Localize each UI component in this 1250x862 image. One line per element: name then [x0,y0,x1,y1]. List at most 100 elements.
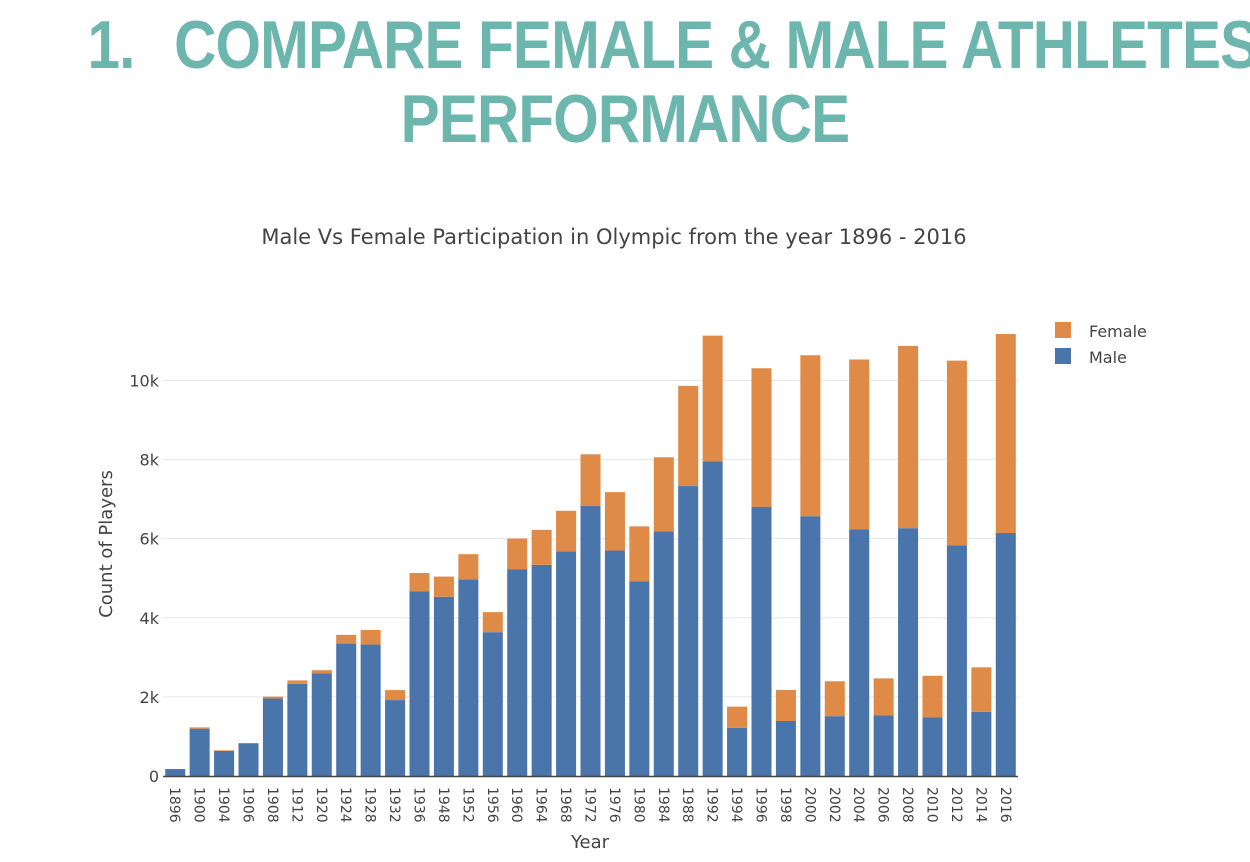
bar-female-1928 [360,629,381,645]
bar-female-1968 [556,510,577,552]
y-tick-label: 2k [140,688,160,707]
bar-female-2008 [898,345,919,529]
bar-female-1924 [336,634,357,644]
bar-male-1912 [287,683,308,776]
x-tick-label-1908: 1908 [264,787,280,823]
x-tick-label-1960: 1960 [508,787,524,823]
bar-female-1952 [458,554,479,580]
bar-female-2010 [922,675,943,718]
bar-male-1928 [360,644,381,776]
legend-label-female: Female [1089,322,1147,341]
x-tick-label-2000: 2000 [801,787,817,823]
x-tick-label-1972: 1972 [582,787,598,823]
bar-male-2012 [946,545,967,776]
bar-female-1984 [653,457,674,532]
chart-legend: Female Male [1055,322,1147,367]
x-tick-label-1984: 1984 [655,787,671,823]
bar-male-1976 [604,550,625,776]
x-tick-label-1992: 1992 [704,787,720,823]
x-tick-label-1948: 1948 [435,787,451,823]
x-tick-label-1988: 1988 [679,787,695,823]
bar-male-2016 [995,533,1016,776]
x-tick-label-2012: 2012 [948,787,964,823]
x-tick-label-1976: 1976 [606,787,622,823]
x-tick-label-2008: 2008 [899,787,915,823]
bar-female-2000 [800,355,821,517]
legend-label-male: Male [1089,348,1127,367]
bar-male-1904 [214,750,235,776]
y-tick-label: 4k [140,609,160,628]
bar-male-2002 [824,716,845,776]
x-tick-label-1906: 1906 [240,787,256,823]
x-tick-label-1912: 1912 [288,787,304,823]
x-tick-label-1920: 1920 [313,787,329,823]
bar-female-1956 [482,612,503,633]
bar-male-1900 [189,728,210,776]
bar-male-1994 [727,727,748,776]
bar-female-1994 [727,706,748,728]
bar-male-1956 [482,632,503,776]
x-tick-label-1964: 1964 [533,787,549,823]
x-tick-label-1896: 1896 [166,787,182,823]
x-axis-label: Year [570,832,610,853]
bar-female-1920 [311,670,332,674]
y-tick-label: 6k [140,530,160,549]
x-tick-label-1932: 1932 [386,787,402,823]
x-tick-label-2006: 2006 [875,787,891,823]
bar-female-1912 [287,680,308,684]
bar-male-1924 [336,643,357,776]
bar-female-1996 [751,368,772,508]
bar-male-1906 [238,743,259,776]
bar-female-1904 [214,750,235,751]
bar-female-1980 [629,526,650,582]
bar-female-1936 [409,572,430,592]
x-tick-label-1928: 1928 [362,787,378,823]
x-tick-label-1996: 1996 [753,787,769,823]
bar-male-1988 [678,486,699,776]
y-axis-ticks: 0 2k 4k 6k 8k 10k [129,371,159,786]
x-tick-label-2014: 2014 [972,787,988,823]
x-tick-label-2002: 2002 [826,787,842,823]
bar-male-1972 [580,505,601,776]
bar-male-1980 [629,581,650,776]
bar-female-1992 [702,335,723,462]
bar-female-1976 [604,492,625,551]
bar-female-1988 [678,385,699,487]
bar-male-1964 [531,564,552,776]
bar-female-1964 [531,529,552,565]
bar-female-2002 [824,681,845,717]
bar-female-2006 [873,678,894,716]
x-tick-label-1968: 1968 [557,787,573,823]
page-heading: 1. COMPARE FEMALE & MALE ATHLETES’ PERFOR… [88,8,1250,157]
y-tick-label: 0 [149,767,159,786]
bar-male-1968 [556,551,577,776]
legend-swatch-male [1055,348,1071,364]
section-title: COMPARE FEMALE & MALE ATHLETES’ [174,7,1250,83]
bar-female-2016 [995,333,1016,534]
page-heading-line-2: PERFORMANCE [400,81,851,157]
x-tick-label-1994: 1994 [728,787,744,823]
bar-female-1948 [433,576,454,597]
bar-male-2004 [849,529,870,776]
x-tick-label-2004: 2004 [850,787,866,823]
legend-swatch-female [1055,322,1071,338]
x-tick-label-1998: 1998 [777,787,793,823]
x-tick-label-2016: 2016 [997,787,1013,823]
x-tick-label-1936: 1936 [411,787,427,823]
bar-male-1936 [409,591,430,776]
bar-male-2000 [800,516,821,776]
bar-female-1960 [507,538,528,570]
chart-bars [165,333,1016,776]
chart-title: Male Vs Female Participation in Olympic … [261,225,966,249]
bar-male-1896 [165,769,186,776]
bar-male-2008 [898,528,919,776]
bar-female-1900 [189,727,210,729]
bar-male-1984 [653,531,674,776]
bar-female-1908 [262,696,283,699]
bar-male-1920 [311,673,332,776]
x-tick-label-1924: 1924 [337,787,353,823]
bar-female-2012 [946,360,967,546]
y-axis-label: Count of Players [96,470,117,618]
bar-male-1992 [702,461,723,776]
